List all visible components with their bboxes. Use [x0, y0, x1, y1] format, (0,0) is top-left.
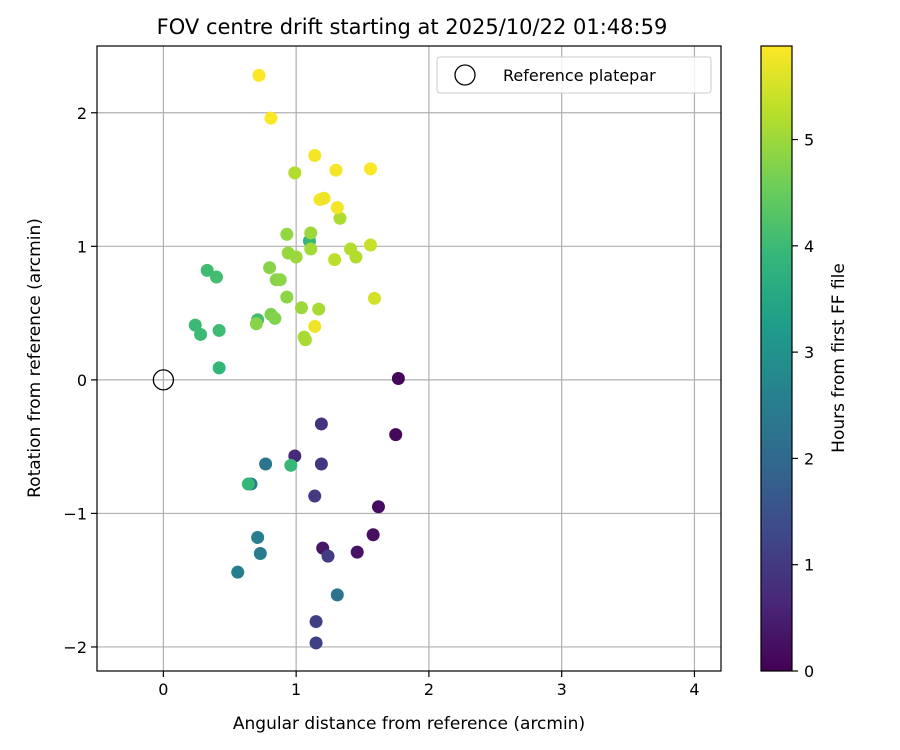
x-axis-ticks: 0 1 2 3 4 [158, 671, 700, 699]
data-point [308, 319, 322, 333]
data-point [329, 163, 343, 177]
colorbar-label: Hours from first FF file [829, 263, 849, 453]
colorbar-tick-label: 5 [804, 131, 814, 150]
data-point [212, 361, 226, 375]
y-tick-label: 0 [77, 371, 87, 390]
legend-marker [454, 64, 476, 86]
data-point [268, 311, 282, 325]
data-point [280, 227, 294, 241]
colorbar-gradient [761, 46, 792, 671]
data-point [212, 323, 226, 337]
colorbar-tick-label: 1 [804, 556, 814, 575]
reference-marker [152, 369, 175, 391]
data-point [389, 428, 403, 442]
y-tick-label: 1 [77, 237, 87, 256]
data-point [241, 477, 255, 491]
x-tick-label: 1 [291, 680, 301, 699]
colorbar-tick-label: 4 [804, 237, 814, 256]
data-point [264, 111, 278, 125]
data-point [371, 500, 385, 514]
data-point [366, 528, 380, 542]
data-point [249, 317, 263, 331]
data-point [288, 166, 302, 180]
data-point [349, 250, 363, 264]
data-point [363, 162, 377, 176]
data-point [333, 211, 347, 225]
data-point [209, 270, 223, 284]
plot-area-frame [96, 45, 722, 672]
data-point [314, 457, 328, 471]
data-point [294, 301, 308, 315]
data-point [200, 263, 214, 277]
colorbar-frame [760, 45, 793, 672]
data-point [273, 273, 287, 287]
data-point [328, 253, 342, 267]
data-point [317, 191, 331, 205]
data-point [308, 489, 322, 503]
data-point [304, 226, 318, 240]
data-point [391, 372, 405, 386]
legend: Reference platepar [436, 56, 712, 94]
x-tick-label: 4 [689, 680, 699, 699]
x-axis-label: Angular distance from reference (arcmin) [233, 714, 585, 734]
data-point [330, 588, 344, 602]
colorbar-ticks: 0 1 2 3 4 5 [792, 131, 814, 681]
data-point [231, 565, 245, 579]
scatter-points [152, 68, 405, 650]
data-point [350, 545, 364, 559]
data-point [289, 250, 303, 264]
legend-box [436, 56, 712, 94]
data-point [309, 615, 323, 629]
data-point [367, 291, 381, 305]
data-point [284, 458, 298, 472]
chart-title: FOV centre drift starting at 2025/10/22 … [157, 15, 668, 39]
data-point [321, 549, 335, 563]
data-point [308, 149, 322, 163]
data-point [312, 302, 326, 316]
data-point [263, 261, 277, 275]
y-axis-label: Rotation from reference (arcmin) [25, 218, 45, 498]
y-tick-label: 2 [77, 104, 87, 123]
y-tick-label: −1 [63, 504, 87, 523]
data-point [280, 290, 294, 304]
x-tick-label: 3 [557, 680, 567, 699]
colorbar-tick-label: 3 [804, 343, 814, 362]
legend-label: Reference platepar [503, 66, 656, 85]
colorbar: 0 1 2 3 4 5 Hours from first FF file [760, 45, 849, 681]
y-axis-ticks: −2 −1 0 1 2 [63, 104, 97, 657]
y-tick-label: −2 [63, 638, 87, 657]
colorbar-tick-label: 2 [804, 449, 814, 468]
data-point [314, 417, 328, 431]
data-point [330, 201, 344, 215]
data-point [252, 68, 266, 82]
grid-lines [97, 46, 721, 671]
x-tick-label: 0 [158, 680, 168, 699]
data-point [194, 327, 208, 341]
data-point [251, 530, 265, 544]
x-tick-label: 2 [424, 680, 434, 699]
data-point [253, 546, 267, 560]
data-point [304, 242, 318, 256]
data-point [363, 238, 377, 252]
data-point [309, 636, 323, 650]
colorbar-tick-label: 0 [804, 662, 814, 681]
data-point [259, 457, 273, 471]
data-point [298, 333, 312, 347]
